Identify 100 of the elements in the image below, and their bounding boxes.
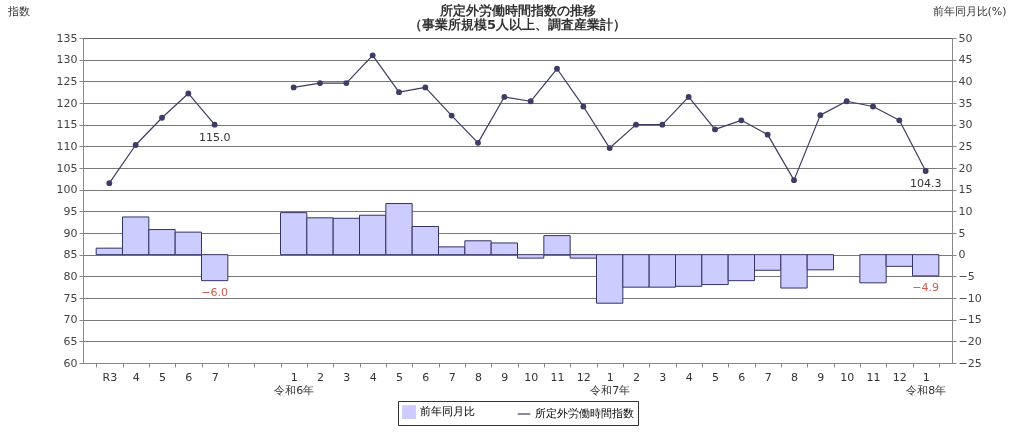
point (132, 142, 139, 148)
chart-title: 所定外労働時間指数の推移 (438, 3, 596, 18)
point (290, 84, 297, 91)
x-tick-label: R3 (102, 370, 118, 384)
point (527, 98, 534, 105)
x-tick-label: 8 (791, 370, 798, 384)
y2-tick-label: −20 (958, 334, 982, 348)
point (580, 103, 587, 110)
x-tick-label: 1 令和7年 (590, 370, 631, 397)
legend-label: 所定外労働時間指数 (535, 407, 634, 420)
x-tick-label: 5 (159, 370, 166, 384)
y2-tick-label: 35 (958, 96, 973, 110)
point (606, 145, 613, 151)
y-tick-label: 110 (56, 139, 78, 153)
point (659, 121, 666, 128)
y-tick-label: 130 (56, 53, 78, 67)
y2-tick-label: 30 (958, 118, 973, 132)
x-tick-label: 6 (738, 370, 746, 384)
y2-tick-label: −5 (958, 269, 975, 283)
x-tick-label: 3 (343, 370, 351, 384)
x-tick-label: 12 (892, 370, 907, 384)
x-tick-label: 5 (712, 370, 719, 384)
y-tick-label: 95 (63, 204, 78, 218)
point (343, 80, 350, 86)
point (501, 94, 508, 100)
y-tick-label: 115 (56, 118, 78, 132)
x-tick-label: 7 (211, 370, 219, 384)
x-tick-label: 7 (448, 370, 456, 384)
x-tick-label: 12 (576, 370, 591, 384)
y2-tick-label: 5 (958, 226, 966, 240)
x-tick-label: 7 (764, 370, 772, 384)
y2-tick-label: 40 (958, 74, 973, 88)
point (106, 180, 113, 187)
data-label: 115.0 (198, 130, 231, 144)
x-tick-label: 9 (817, 370, 825, 384)
chart-subtitle: （事業所規模5人以上、調査産業計） (408, 17, 627, 32)
point (475, 139, 481, 146)
x-tick-label: 1 令和6年 (274, 370, 315, 397)
x-tick-label: 9 (501, 370, 509, 384)
y2-tick-label: −10 (958, 291, 982, 305)
point (896, 117, 903, 124)
point (369, 52, 376, 59)
data-label: 104.3 (909, 177, 942, 191)
point (738, 117, 745, 124)
x-tick-label: 2 (633, 370, 640, 384)
y-tick-label: 105 (56, 161, 78, 175)
y-tick-label: 100 (56, 183, 78, 197)
x-tick-label: 4 (369, 370, 377, 384)
point (712, 126, 718, 133)
y2-axis-title: 前年同月比(%) (932, 4, 1007, 18)
x-tick-label: 10 (840, 370, 855, 384)
point (422, 84, 429, 91)
x-tick-label: 6 (185, 370, 193, 384)
data-label: −4.9 (912, 280, 940, 294)
point (448, 112, 455, 119)
x-tick-label: 6 (422, 370, 430, 384)
point (817, 112, 824, 119)
y-tick-label: 65 (63, 334, 78, 348)
y-tick-label: 120 (56, 96, 78, 110)
data-label: −6.0 (201, 285, 229, 299)
y-tick-label: 125 (56, 74, 78, 88)
y2-tick-label: 25 (958, 139, 973, 153)
y-tick-label: 60 (63, 356, 78, 370)
y-tick-label: 80 (63, 269, 78, 283)
point (922, 168, 929, 174)
point (317, 80, 323, 86)
y2-tick-label: −25 (958, 356, 982, 370)
x-tick-label: 10 (524, 370, 539, 384)
x-tick-label: 1 令和8年 (906, 370, 947, 397)
point (843, 98, 850, 105)
point (159, 114, 165, 121)
y-tick-label: 85 (63, 248, 78, 262)
y2-tick-label: 50 (958, 31, 973, 45)
x-tick-label: 2 (317, 370, 324, 384)
point (185, 90, 192, 97)
point (870, 103, 876, 110)
y2-tick-label: 45 (958, 53, 973, 67)
point (685, 94, 692, 100)
y-tick-label: 135 (56, 31, 78, 45)
legend-label: 前年同月比 (420, 405, 475, 419)
y2-tick-label: 20 (958, 161, 973, 175)
x-tick-label: 4 (132, 370, 140, 384)
y2-tick-label: 0 (958, 248, 966, 262)
x-tick-label: 8 (475, 370, 482, 384)
y-tick-label: 75 (63, 291, 78, 305)
y-axis-title: 指数 (6, 4, 30, 18)
x-tick-label: 5 (396, 370, 403, 384)
x-tick-label: 11 (866, 370, 881, 384)
point (554, 65, 560, 72)
point (633, 121, 639, 128)
x-tick-label: 3 (659, 370, 667, 384)
y2-tick-label: −15 (958, 313, 982, 327)
point (791, 177, 797, 184)
y-tick-label: 90 (63, 226, 78, 240)
y2-tick-label: 15 (958, 183, 973, 197)
x-tick-label: 11 (550, 370, 565, 384)
point (211, 121, 218, 128)
x-tick-label: 4 (685, 370, 693, 384)
point (764, 131, 771, 138)
y-tick-label: 70 (63, 313, 78, 327)
